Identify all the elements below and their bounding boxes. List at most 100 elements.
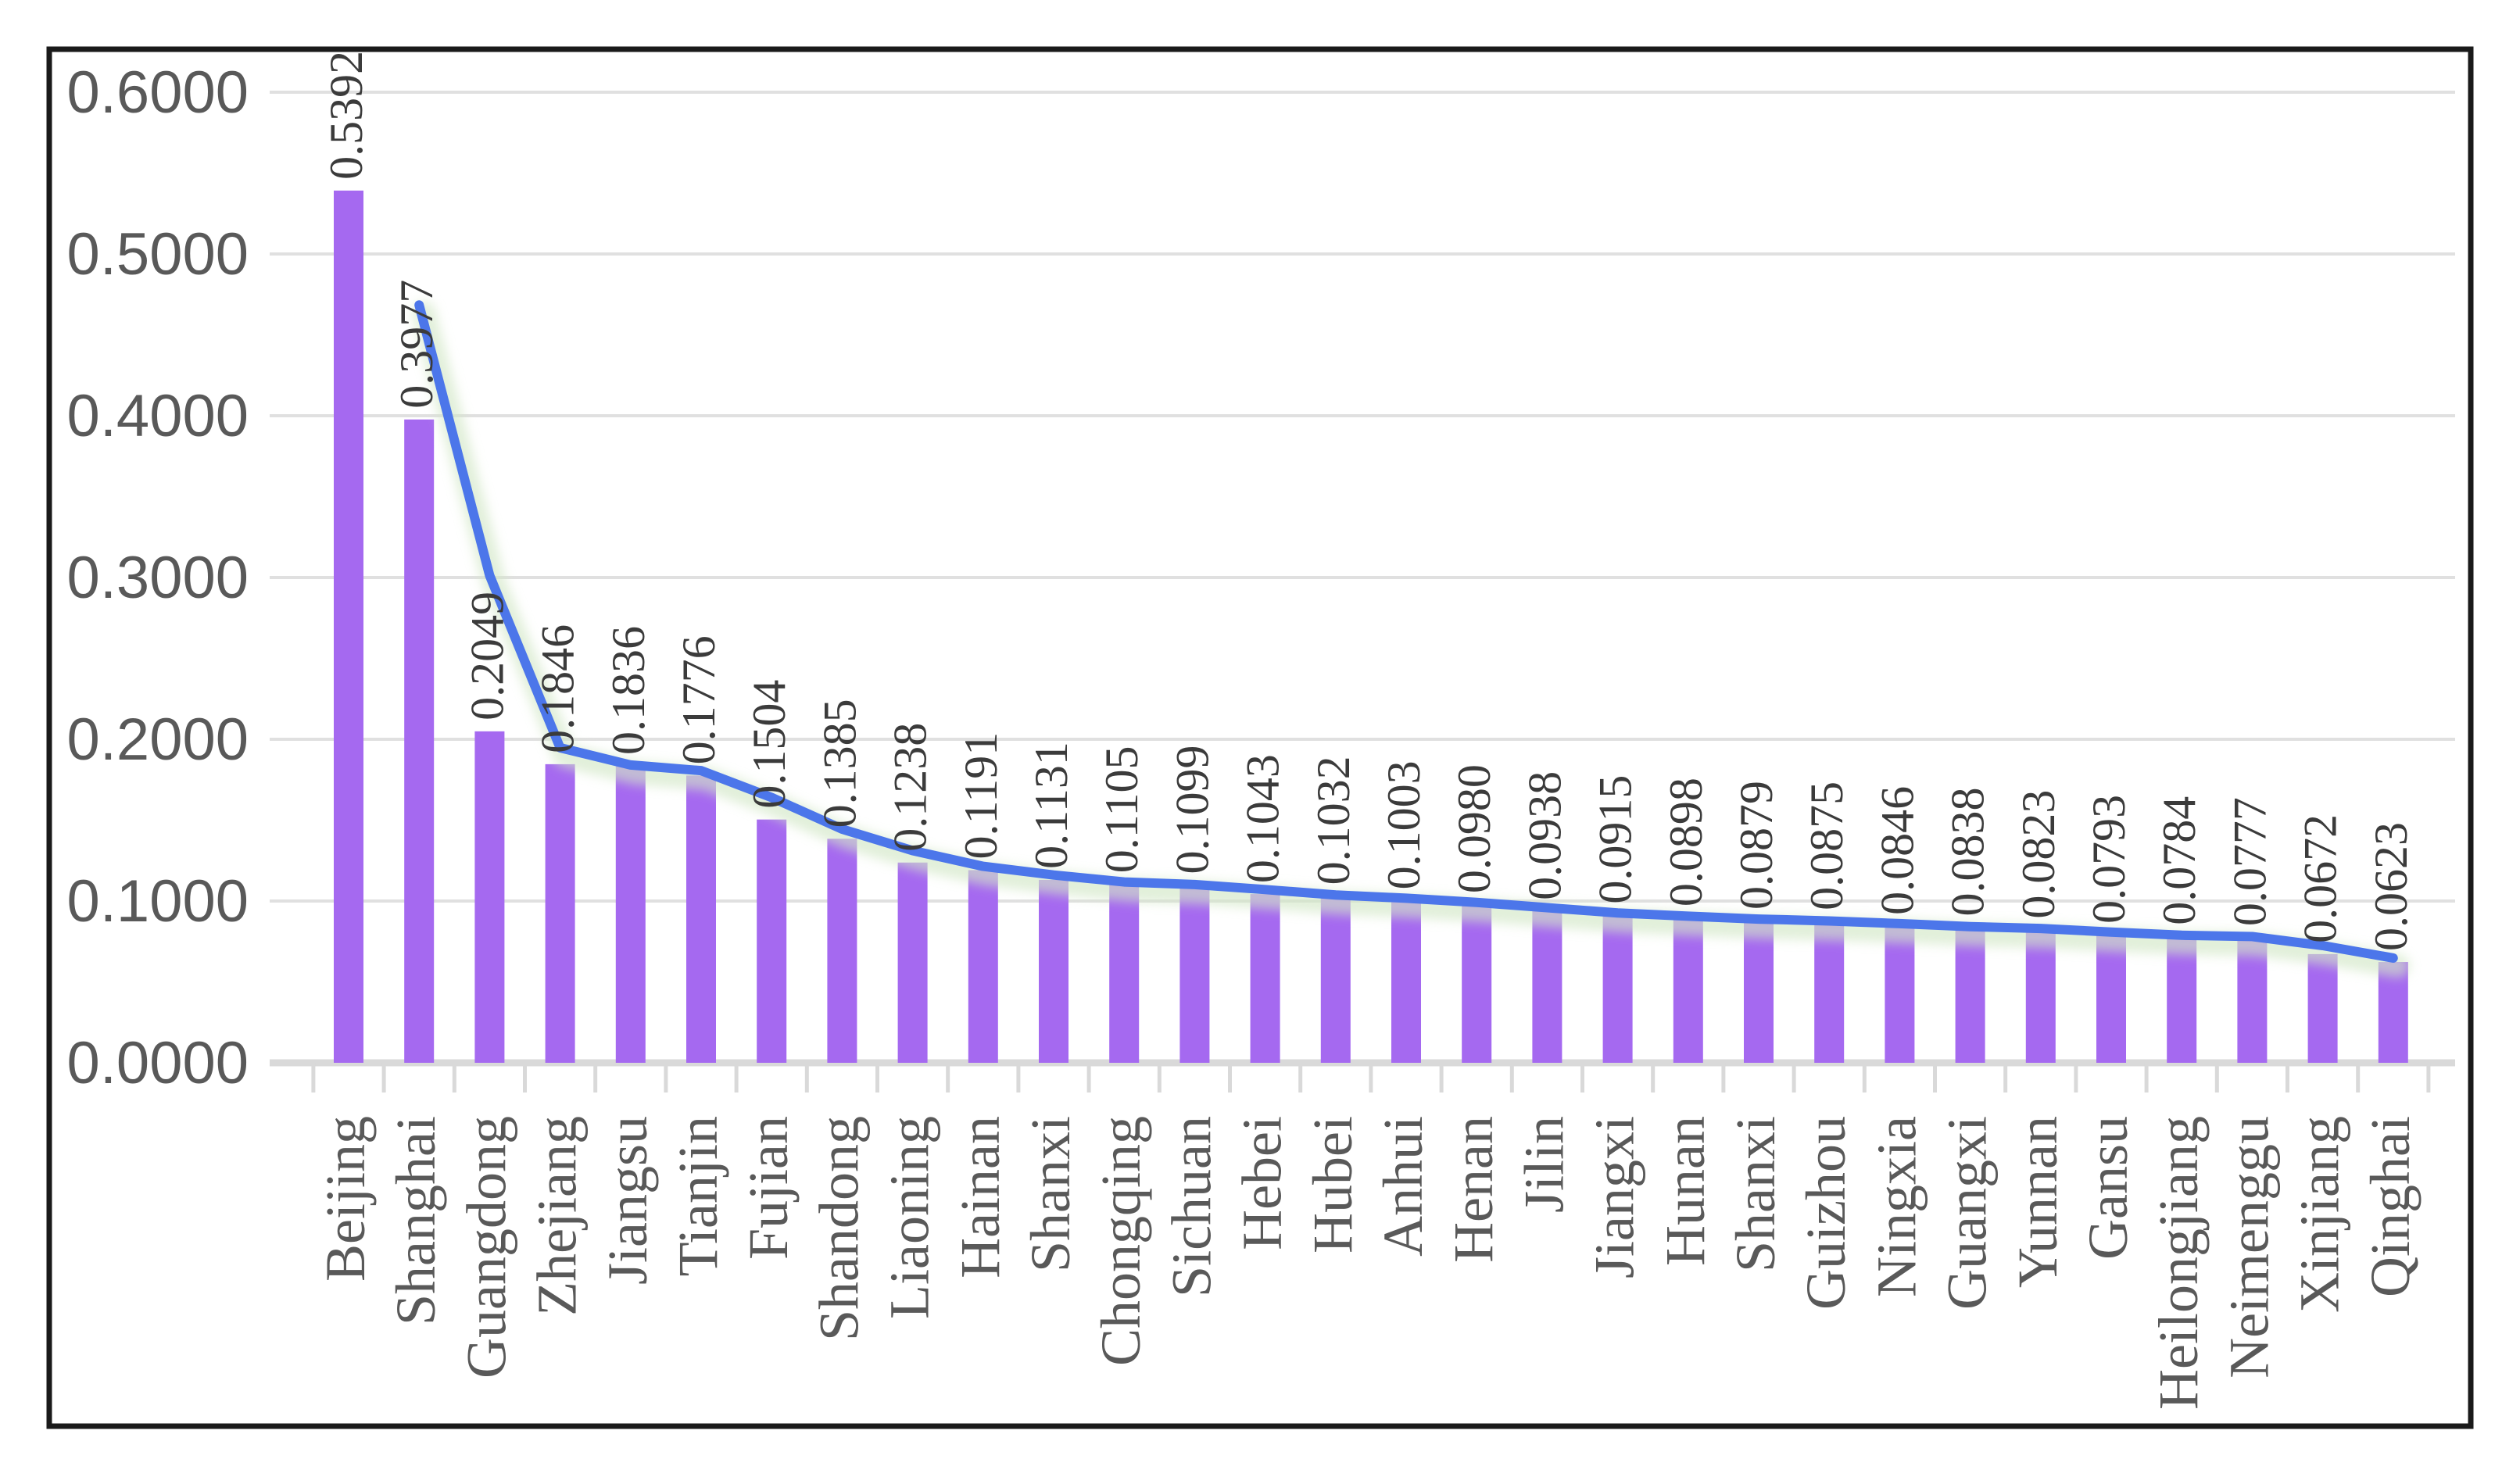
bar-guangxi-23 — [1955, 927, 1985, 1063]
category-label-heilongjiang-26: Heilongjiang — [2147, 1116, 2210, 1410]
bar-neimenggu-27 — [2237, 937, 2268, 1063]
category-label-shanghai-1: Shanghai — [385, 1116, 447, 1325]
bar-jilin-17 — [1532, 910, 1562, 1063]
bar-hubei-14 — [1320, 896, 1351, 1063]
bar-value-label-14: 0.1032 — [1308, 756, 1359, 885]
bar-tianjin-5 — [686, 775, 716, 1063]
bar-value-label-25: 0.0793 — [2083, 795, 2135, 924]
category-label-sichuan-12: Sichuan — [1160, 1116, 1222, 1297]
bar-value-label-16: 0.0980 — [1448, 764, 1500, 893]
bar-liaoning-8 — [897, 862, 928, 1063]
category-label-henan-16: Henan — [1442, 1116, 1505, 1263]
y-tick-label-0.2000: 0.2000 — [67, 706, 249, 773]
bar-qinghai-29 — [2378, 962, 2408, 1063]
category-label-hunan-19: Hunan — [1654, 1116, 1716, 1266]
category-label-tianjin-5: Tianjin — [667, 1116, 729, 1276]
category-label-ningxia-22: Ningxia — [1865, 1116, 1928, 1297]
category-label-fujian-6: Fujian — [737, 1116, 800, 1260]
bar-value-label-4: 0.1836 — [603, 626, 654, 755]
y-tick-label-0.4000: 0.4000 — [67, 383, 249, 449]
category-label-guangdong-2: Guangdong — [455, 1116, 517, 1379]
category-label-qinghai-29: Qinghai — [2359, 1116, 2422, 1297]
bar-value-label-18: 0.0915 — [1590, 775, 1641, 904]
bar-value-label-28: 0.0672 — [2295, 814, 2346, 943]
bar-value-label-23: 0.0838 — [1942, 788, 1994, 917]
bar-value-label-3: 0.1846 — [532, 624, 584, 753]
bar-value-label-24: 0.0823 — [2013, 790, 2064, 919]
category-label-guangxi-23: Guangxi — [1936, 1116, 1999, 1310]
bar-fujian-6 — [757, 819, 787, 1063]
bar-yunnan-24 — [2025, 929, 2056, 1063]
data-labels-layer: 0.5392 0.3977 0.2049 0.1846 0.1836 0.1776 0.15… — [320, 51, 2417, 951]
category-label-hainan-9: Hainan — [949, 1116, 1011, 1278]
bar-ningxia-22 — [1885, 925, 1915, 1063]
bar-value-label-1: 0.3977 — [391, 280, 442, 409]
category-label-jiangsu-4: Jiangsu — [596, 1116, 659, 1285]
bar-gansu-25 — [2096, 934, 2126, 1063]
bar-shandong-7 — [827, 839, 857, 1063]
bar-value-label-8: 0.1238 — [885, 723, 936, 852]
trendline — [414, 300, 2398, 963]
category-label-hebei-13: Hebei — [1231, 1116, 1294, 1250]
bar-beijing-0 — [334, 190, 363, 1064]
category-label-liaoning-8: Liaoning — [879, 1116, 941, 1319]
bar-shanghai-1 — [404, 419, 435, 1063]
bar-jiangxi-18 — [1602, 914, 1633, 1063]
category-label-gansu-25: Gansu — [2077, 1116, 2139, 1260]
category-label-xinjiang-28: Xinjiang — [2289, 1116, 2351, 1313]
y-tick-label-0.6000: 0.6000 — [67, 59, 249, 126]
bar-sichuan-12 — [1179, 885, 1210, 1063]
bar-value-label-26: 0.0784 — [2153, 796, 2205, 925]
bar-hainan-9 — [968, 870, 998, 1063]
bar-zhejiang-3 — [545, 763, 575, 1063]
bar-value-label-2: 0.2049 — [461, 592, 513, 721]
trendline-layer — [412, 300, 2410, 978]
category-label-chongqing-11: Chongqing — [1090, 1116, 1152, 1366]
category-label-shandong-7: Shandong — [807, 1116, 870, 1341]
trendline-glow — [412, 301, 2410, 978]
bar-value-label-7: 0.1385 — [814, 699, 865, 828]
y-tick-label-0.0000: 0.0000 — [67, 1030, 249, 1096]
y-axis-labels-layer: 0.6000 0.5000 0.4000 0.3000 0.2000 0.1000 0.00… — [67, 59, 249, 1096]
x-ticks-layer — [311, 1063, 2431, 1092]
bar-value-label-13: 0.1043 — [1237, 754, 1289, 883]
category-label-zhejiang-3: Zhejiang — [526, 1116, 589, 1316]
bar-anhui-15 — [1391, 900, 1421, 1063]
category-label-shanxi-20: Shanxi — [1724, 1116, 1787, 1272]
bars-layer — [334, 190, 2408, 1064]
category-label-beijing-0: Beijing — [314, 1116, 377, 1282]
bar-guangdong-2 — [474, 731, 505, 1063]
y-tick-label-0.1000: 0.1000 — [67, 868, 249, 935]
category-label-shanxi-10: Shanxi — [1019, 1116, 1082, 1272]
bar-chongqing-11 — [1109, 884, 1140, 1063]
bar-value-label-20: 0.0879 — [1731, 781, 1782, 910]
y-tick-label-0.5000: 0.5000 — [67, 221, 249, 288]
bar-shanxi-10 — [1039, 879, 1068, 1063]
bar-hebei-13 — [1250, 894, 1280, 1063]
category-label-hubei-14: Hubei — [1301, 1116, 1364, 1253]
bar-value-label-11: 0.1105 — [1096, 746, 1147, 873]
bar-xinjiang-28 — [2307, 953, 2338, 1063]
category-labels-layer: Beijing Shanghai Guangdong Zhejiang Jiangsu T… — [314, 1116, 2422, 1410]
bar-value-label-29: 0.0623 — [2365, 822, 2417, 951]
bar-hunan-19 — [1673, 917, 1703, 1063]
bar-value-label-17: 0.0938 — [1519, 771, 1570, 900]
bar-value-label-9: 0.1191 — [955, 732, 1007, 860]
bar-guizhou-21 — [1814, 921, 1845, 1063]
bar-value-label-27: 0.0777 — [2224, 797, 2275, 926]
bar-value-label-5: 0.1776 — [673, 635, 725, 764]
y-tick-label-0.3000: 0.3000 — [67, 545, 249, 611]
category-label-yunnan-24: Yunnan — [2006, 1116, 2069, 1288]
bar-henan-16 — [1462, 904, 1492, 1063]
category-label-jiangxi-18: Jiangxi — [1584, 1116, 1646, 1278]
bar-value-label-15: 0.1003 — [1378, 760, 1430, 889]
category-label-neimenggu-27: Neimenggu — [2218, 1116, 2280, 1379]
category-label-jilin-17: Jilin — [1512, 1116, 1575, 1213]
bar-value-label-12: 0.1099 — [1166, 746, 1218, 874]
bar-value-label-6: 0.1504 — [743, 680, 795, 809]
bar-jiangsu-4 — [615, 765, 646, 1063]
bar-value-label-21: 0.0875 — [1801, 781, 1852, 910]
category-label-guizhou-21: Guizhou — [1795, 1116, 1857, 1310]
